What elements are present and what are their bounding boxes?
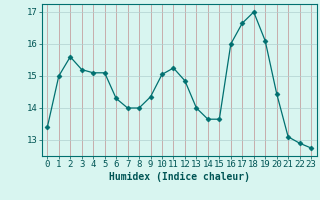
X-axis label: Humidex (Indice chaleur): Humidex (Indice chaleur) — [109, 172, 250, 182]
